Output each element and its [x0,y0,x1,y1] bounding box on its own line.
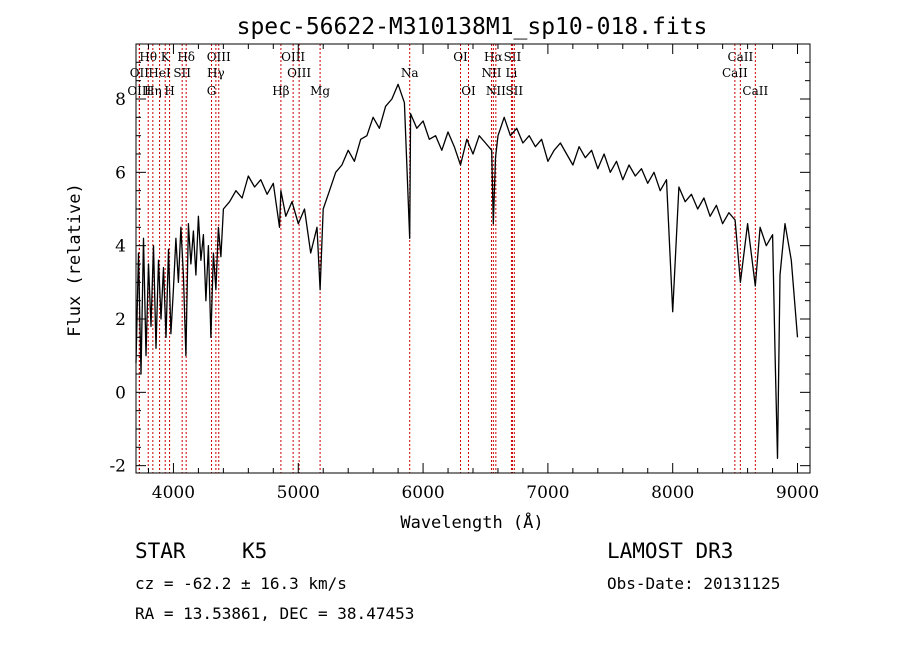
x-tick-label: 7000 [526,483,569,503]
spectral-line-label: OIII [281,50,305,64]
spectral-line-label: H [164,84,174,98]
survey-name: LAMOST DR3 [607,539,734,563]
spectral-line-label: Hη [144,84,162,98]
spectral-line-label: NII [486,84,506,98]
x-tick-label: 8000 [651,483,694,503]
spectral-line-label: Hγ [207,66,225,80]
spectral-line-label: Na [401,66,419,80]
y-tick-label: 6 [115,163,126,183]
spectral-line-label: OI [461,84,476,98]
spectral-line-label: Hβ [272,84,289,98]
observation-date: Obs-Date: 20131125 [607,574,781,593]
spectral-line-label: Mg [310,84,330,98]
spectral-line-label: CaII [722,66,748,80]
x-tick-label: 4000 [152,483,195,503]
y-tick-label: 8 [115,90,126,110]
spectral-line-label: SII [505,84,523,98]
spectral-line-label: SII [504,50,522,64]
spectral-line-label: NII [481,66,501,80]
y-axis-label: Flux (relative) [65,183,85,337]
spectral-line-label: OIII [287,66,311,80]
spectral-line-label: CaII [727,50,753,64]
spectral-line-label: CaII [742,84,768,98]
spectral-line-label: OIII [127,84,151,98]
object-class: STAR [135,539,186,563]
y-tick-label: -2 [109,457,126,477]
x-tick-label: 6000 [401,483,444,503]
chart-title: spec-56622-M310138M1_sp10-018.fits [237,14,708,40]
redshift-cz: cz = -62.2 ± 16.3 km/s [135,574,347,593]
spectral-line-label: SII [173,66,191,80]
x-axis-label: Wavelength (Å) [400,511,543,533]
sky-coordinates: RA = 13.53861, DEC = 38.47453 [135,604,415,623]
flux-series-line [135,83,799,459]
spectral-line-label: K [161,50,171,64]
spectral-line-label: OIII [207,50,231,64]
spectral-line-label: Hα [484,50,503,64]
x-tick-label: 9000 [776,483,819,503]
y-tick-label: 4 [115,237,126,257]
plot-frame [135,43,811,474]
spectral-line-label: G [207,84,217,98]
x-tick-label: 5000 [277,483,320,503]
object-subclass: K5 [242,539,268,563]
spectral-line-label: HeI [148,66,171,80]
y-tick-label: 2 [115,310,126,330]
spectral-line-label: Hδ [177,50,195,64]
y-tick-label: 0 [115,383,126,403]
spectral-line-label: OI [453,50,468,64]
spectral-line-label: Li [506,66,518,80]
spectral-line-label: Hθ [139,50,157,64]
